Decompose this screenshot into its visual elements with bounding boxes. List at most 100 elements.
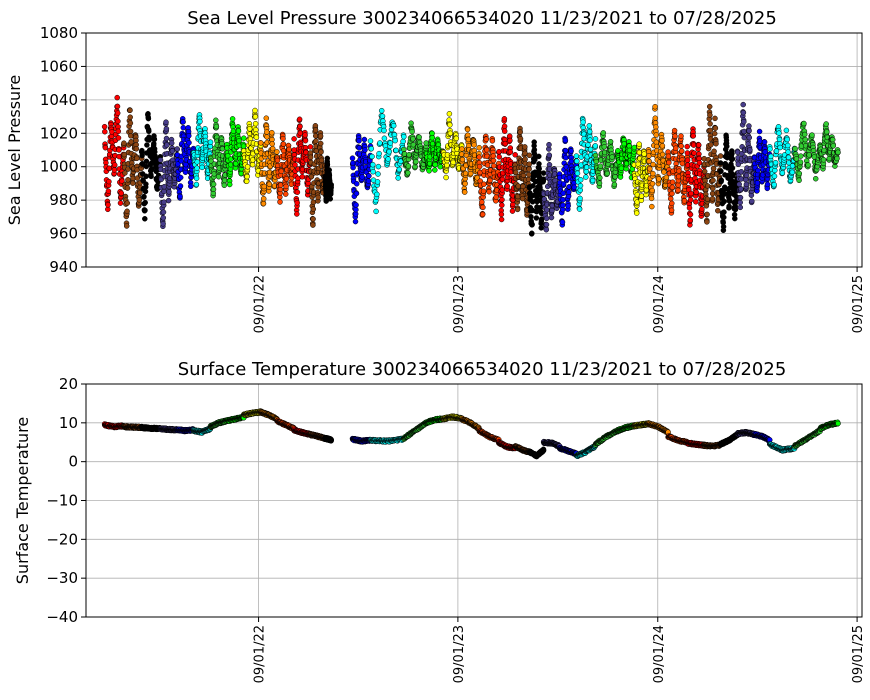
data-point xyxy=(536,153,542,160)
data-point xyxy=(317,133,324,139)
data-point xyxy=(174,146,180,152)
data-point xyxy=(375,171,381,177)
data-point xyxy=(240,143,247,149)
data-point xyxy=(471,142,477,148)
data-point xyxy=(653,132,659,138)
data-point xyxy=(374,191,380,198)
data-point xyxy=(476,163,483,170)
data-point xyxy=(641,151,647,157)
data-point xyxy=(122,170,128,176)
data-point xyxy=(577,177,584,183)
data-point xyxy=(491,163,497,169)
data-point xyxy=(263,115,270,121)
data-point xyxy=(726,203,732,210)
data-point xyxy=(127,120,134,126)
data-point xyxy=(127,114,133,120)
data-point xyxy=(124,185,131,191)
data-point xyxy=(393,147,399,154)
data-point xyxy=(490,157,497,164)
data-point xyxy=(633,210,640,216)
data-point xyxy=(543,221,550,228)
data-point xyxy=(213,117,219,124)
data-point xyxy=(249,161,256,168)
data-point xyxy=(607,138,614,145)
data-point xyxy=(151,136,158,143)
data-point xyxy=(188,183,194,190)
data-point xyxy=(649,187,655,194)
data-point xyxy=(695,142,702,148)
data-point xyxy=(125,177,131,183)
x-tick-label: 09/01/25 xyxy=(851,275,866,333)
data-point xyxy=(715,207,721,214)
data-point xyxy=(710,165,717,172)
data-point xyxy=(747,147,753,153)
data-point xyxy=(678,148,685,154)
data-point xyxy=(649,180,656,187)
data-point xyxy=(193,181,200,188)
data-point xyxy=(349,155,356,161)
data-point xyxy=(650,170,656,177)
data-point xyxy=(378,107,385,114)
data-point xyxy=(139,147,145,154)
data-point xyxy=(528,214,534,220)
data-point xyxy=(145,115,152,122)
data-point xyxy=(119,178,125,184)
data-point xyxy=(109,129,115,135)
data-point xyxy=(458,151,465,157)
data-point xyxy=(139,152,145,159)
data-point xyxy=(743,172,750,179)
data-point xyxy=(559,219,566,225)
data-point xyxy=(522,144,528,150)
data-point xyxy=(560,202,566,209)
data-point xyxy=(207,139,214,145)
data-point xyxy=(501,116,508,122)
data-point xyxy=(114,110,121,116)
y-tick-label: 980 xyxy=(49,191,78,209)
data-point xyxy=(717,153,724,159)
data-point xyxy=(499,187,506,193)
data-point xyxy=(783,127,790,134)
data-point xyxy=(406,151,412,158)
data-point xyxy=(704,219,710,225)
data-point xyxy=(115,118,121,125)
data-point xyxy=(252,113,259,120)
data-point xyxy=(510,201,516,208)
data-point xyxy=(529,230,535,237)
data-point xyxy=(377,140,383,146)
data-point xyxy=(592,143,599,149)
data-point xyxy=(687,211,694,218)
data-point xyxy=(672,133,678,139)
data-point xyxy=(230,128,237,134)
data-point xyxy=(514,206,521,213)
data-point xyxy=(226,181,233,188)
data-point xyxy=(717,160,724,166)
data-point xyxy=(802,136,809,143)
data-point xyxy=(253,134,260,141)
data-point xyxy=(401,133,407,140)
data-point xyxy=(771,181,777,188)
data-point xyxy=(757,138,763,144)
data-point xyxy=(180,119,186,125)
data-point xyxy=(274,157,281,164)
data-point xyxy=(729,165,736,171)
data-point xyxy=(260,200,267,207)
data-point xyxy=(483,136,490,142)
data-point xyxy=(143,173,149,180)
data-point xyxy=(294,200,300,206)
data-point xyxy=(297,123,303,130)
data-point xyxy=(280,135,286,142)
data-point xyxy=(266,181,273,188)
data-point xyxy=(427,160,433,167)
data-point xyxy=(709,190,716,197)
data-point xyxy=(499,202,505,208)
data-point xyxy=(796,177,802,184)
data-point xyxy=(647,166,653,172)
data-point xyxy=(221,177,228,184)
data-point xyxy=(446,111,453,117)
data-point xyxy=(405,163,412,169)
data-point xyxy=(776,130,782,136)
data-point xyxy=(385,156,391,162)
data-point xyxy=(429,134,436,141)
data-point xyxy=(712,125,719,131)
data-point xyxy=(496,154,502,160)
